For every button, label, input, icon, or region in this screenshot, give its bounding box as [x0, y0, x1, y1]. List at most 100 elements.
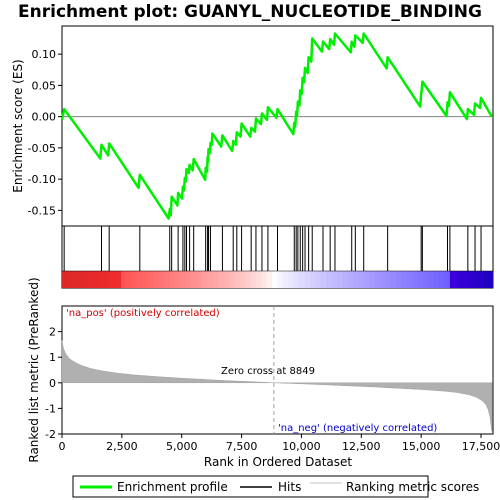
- colorbar-segment: [272, 271, 278, 288]
- colorbar-segment: [169, 271, 176, 288]
- x-tick-label: 17,500: [462, 440, 500, 453]
- metric-y-tick-label: 2: [49, 326, 56, 339]
- colorbar-segment: [439, 271, 446, 288]
- colorbar-segment: [379, 271, 386, 288]
- metric-axis-title: Ranked list metric (PreRanked): [27, 277, 41, 462]
- colorbar-segment: [153, 271, 160, 288]
- rank-colorbar: [62, 270, 494, 288]
- x-tick-label: 2,500: [106, 440, 138, 453]
- colorbar-segment: [67, 271, 74, 288]
- colorbar-segment: [336, 271, 343, 288]
- colorbar-segment: [158, 271, 165, 288]
- x-tick-label: 15,000: [402, 440, 441, 453]
- colorbar-segment: [433, 271, 440, 288]
- legend-hits-label: Hits: [278, 480, 301, 494]
- colorbar-segment: [261, 271, 268, 288]
- pos-correlated-label: 'na_pos' (positively correlated): [66, 308, 220, 319]
- colorbar-segment: [185, 271, 192, 288]
- colorbar-segment: [148, 271, 155, 288]
- colorbar-segment: [105, 271, 111, 288]
- x-tick-label: 7,500: [226, 440, 258, 453]
- colorbar-segment: [406, 271, 413, 288]
- axes-layer: 0 2,500 5,000 7,500 10,000 12,500 15,000 17,500…: [28, 48, 500, 453]
- colorbar-segment: [239, 271, 246, 288]
- colorbar-segment: [449, 271, 456, 288]
- colorbar-segment: [266, 271, 273, 288]
- colorbar-segment: [137, 271, 144, 288]
- colorbar-segment: [299, 271, 305, 288]
- legend: Enrichment profile Hits Ranking metric s…: [72, 475, 479, 498]
- colorbar-segment: [401, 271, 408, 288]
- colorbar-segment: [347, 271, 354, 288]
- colorbar-segment: [142, 271, 149, 288]
- es-y-tick-label: 0.00: [32, 111, 57, 124]
- colorbar-segment: [417, 271, 424, 288]
- es-panel: [61, 25, 494, 227]
- es-y-tick-label: -0.15: [28, 204, 56, 217]
- x-tick-label: 12,500: [342, 440, 381, 453]
- colorbar-segment: [342, 271, 349, 288]
- colorbar-segment: [352, 271, 359, 288]
- colorbar-segment: [422, 271, 429, 288]
- colorbar-segment: [223, 271, 230, 288]
- colorbar-segment: [320, 271, 327, 288]
- colorbar-segment: [83, 271, 90, 288]
- colorbar-segment: [277, 271, 284, 288]
- colorbar-segment: [444, 271, 451, 288]
- es-y-tick-label: 0.10: [32, 48, 57, 61]
- colorbar-segment: [315, 271, 322, 288]
- colorbar-segment: [175, 271, 182, 288]
- colorbar-segment: [288, 271, 295, 288]
- colorbar-segment: [476, 271, 483, 288]
- colorbar-segment: [412, 271, 419, 288]
- colorbar-segment: [132, 271, 138, 288]
- colorbar-segment: [466, 271, 472, 288]
- es-axis-title: Enrichment score (ES): [11, 59, 25, 192]
- colorbar-segment: [245, 271, 252, 288]
- es-y-tick-label: 0.05: [32, 79, 57, 92]
- colorbar-segment: [455, 271, 462, 288]
- colorbar-segment: [374, 271, 381, 288]
- colorbar-segment: [487, 271, 494, 288]
- es-y-tick-label: -0.05: [28, 142, 56, 155]
- colorbar-segment: [207, 271, 214, 288]
- colorbar-segment: [385, 271, 392, 288]
- colorbar-segment: [218, 271, 225, 288]
- colorbar-segment: [229, 271, 235, 288]
- metric-layer: [61, 306, 493, 434]
- colorbar-segment: [234, 271, 241, 288]
- colorbar-segment: [180, 271, 187, 288]
- colorbar-segment: [88, 271, 95, 288]
- x-tick-label: 5,000: [166, 440, 198, 453]
- colorbar-segment: [212, 271, 219, 288]
- colorbar-segment: [460, 271, 467, 288]
- hit-marks-layer: [63, 226, 482, 272]
- x-tick-label: 10,000: [282, 440, 321, 453]
- colorbar-segment: [482, 271, 489, 288]
- colorbar-segment: [78, 271, 85, 288]
- zero-cross-label: Zero cross at 8849: [221, 366, 315, 377]
- colorbar-segment: [428, 271, 435, 288]
- colorbar-segment: [282, 271, 289, 288]
- colorbar-segment: [331, 271, 338, 288]
- legend-es-label: Enrichment profile: [117, 480, 228, 494]
- colorbar-segment: [363, 271, 370, 288]
- colorbar-segment: [390, 271, 397, 288]
- colorbar-segment: [293, 271, 300, 288]
- metric-y-tick-label: -2: [45, 428, 56, 441]
- colorbar-segment: [396, 271, 402, 288]
- colorbar-segment: [196, 271, 203, 288]
- colorbar-segment: [202, 271, 208, 288]
- colorbar-segment: [62, 271, 68, 288]
- metric-y-tick-label: 1: [49, 351, 56, 364]
- colorbar-segment: [164, 271, 171, 288]
- colorbar-segment: [325, 271, 332, 288]
- colorbar-segment: [255, 271, 262, 288]
- colorbar-segment: [250, 271, 257, 288]
- colorbar-segment: [115, 271, 122, 288]
- es-y-tick-label: -0.10: [28, 173, 56, 186]
- colorbar-segment: [191, 271, 198, 288]
- x-tick-label: 0: [59, 440, 66, 453]
- x-axis-title: Rank in Ordered Dataset: [204, 455, 352, 469]
